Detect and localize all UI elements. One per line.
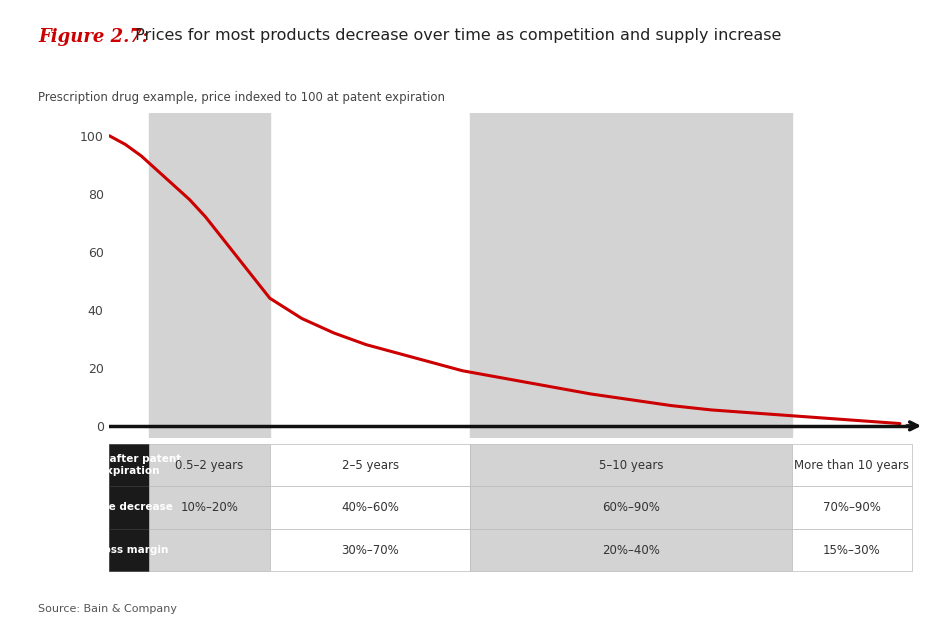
- Text: 20%–40%: 20%–40%: [602, 544, 660, 556]
- Text: 0.5–2 years: 0.5–2 years: [176, 459, 244, 471]
- Text: 30%–70%: 30%–70%: [341, 544, 399, 556]
- Text: Prescription drug example, price indexed to 100 at patent expiration: Prescription drug example, price indexed…: [38, 91, 445, 104]
- Text: 40%–60%: 40%–60%: [341, 501, 399, 514]
- Text: 10%–20%: 10%–20%: [180, 501, 238, 514]
- Text: Prices for most products decrease over time as competition and supply increase: Prices for most products decrease over t…: [130, 28, 782, 43]
- Bar: [470, 112, 791, 438]
- Text: Source: Bain & Company: Source: Bain & Company: [38, 604, 177, 614]
- Text: 60%–90%: 60%–90%: [602, 501, 660, 514]
- Text: Gross margin: Gross margin: [90, 545, 168, 555]
- Text: 15%–30%: 15%–30%: [823, 544, 881, 556]
- Bar: [149, 112, 270, 438]
- Text: More than 10 years: More than 10 years: [794, 459, 909, 471]
- Text: 5–10 years: 5–10 years: [598, 459, 663, 471]
- Text: Price decrease: Price decrease: [86, 503, 173, 512]
- Text: Time after patent
expiration: Time after patent expiration: [77, 454, 181, 476]
- Text: 70%–90%: 70%–90%: [823, 501, 881, 514]
- Text: Figure 2.7:: Figure 2.7:: [38, 28, 148, 46]
- Text: 2–5 years: 2–5 years: [342, 459, 399, 471]
